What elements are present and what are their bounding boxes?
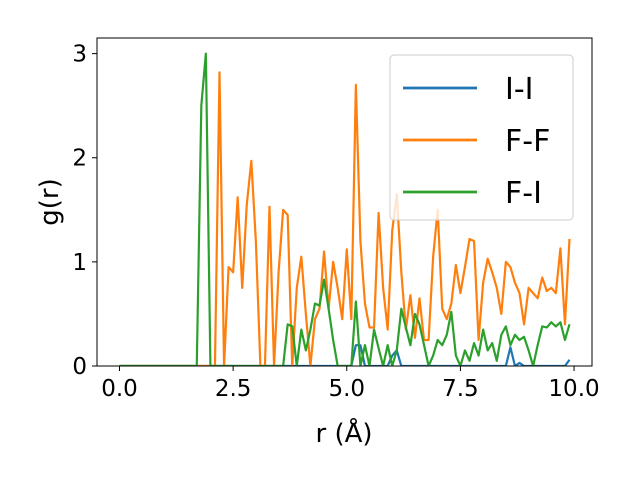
- x-tick-label: 10.0: [548, 376, 599, 402]
- legend-label: F-I: [505, 176, 542, 211]
- legend-label: I-I: [505, 72, 534, 107]
- legend-label: F-F: [505, 124, 550, 159]
- x-axis-label: r (Å): [315, 417, 372, 449]
- y-tick-label: 1: [72, 250, 87, 276]
- y-axis-label: g(r): [35, 178, 65, 225]
- axes-frame: [96, 37, 593, 367]
- x-tick-label: 2.5: [215, 376, 252, 402]
- x-tick-label: 0.0: [101, 376, 138, 402]
- series-line: [119, 71, 571, 366]
- x-tick-label: 7.5: [442, 376, 479, 402]
- y-tick-label: 0: [72, 354, 87, 380]
- series-line: [119, 52, 571, 366]
- legend-box: [389, 54, 574, 221]
- y-tick-label: 3: [72, 42, 87, 68]
- y-tick-label: 2: [72, 146, 87, 172]
- x-tick-label: 5.0: [328, 376, 365, 402]
- plot-area: [119, 52, 571, 366]
